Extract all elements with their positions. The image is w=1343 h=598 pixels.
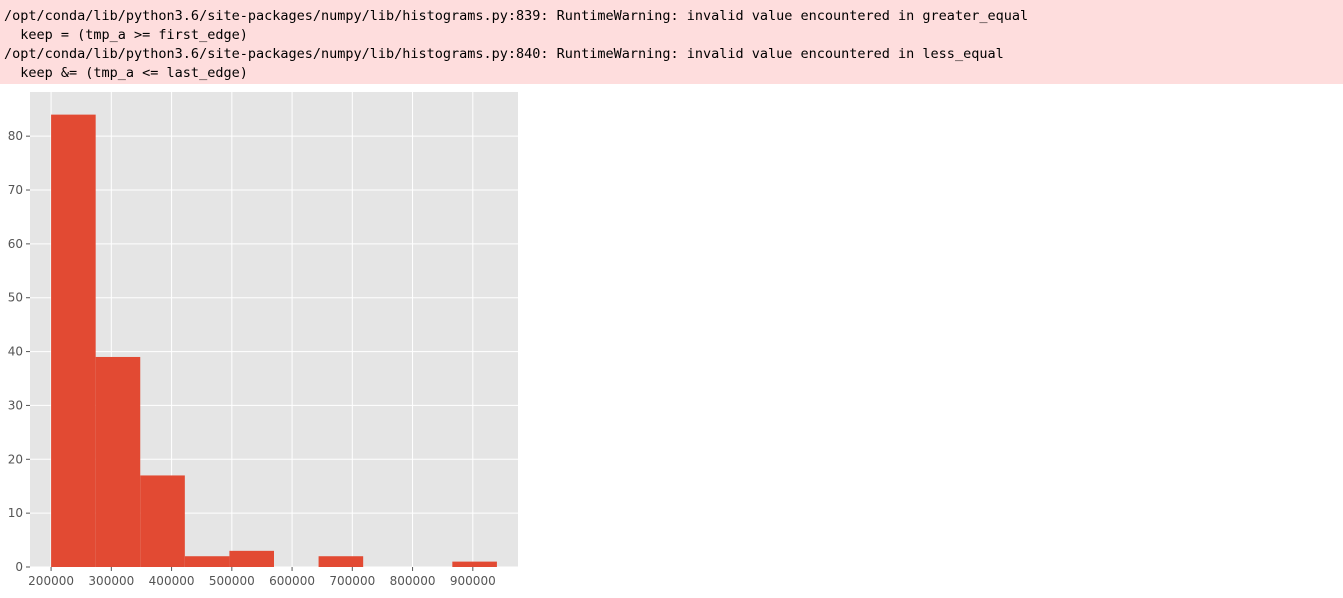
histogram-bar bbox=[452, 561, 497, 567]
x-tick-label: 900000 bbox=[450, 574, 496, 588]
stderr-line: keep = (tmp_a >= first_edge) bbox=[4, 27, 248, 43]
stderr-line: /opt/conda/lib/python3.6/site-packages/n… bbox=[4, 8, 1029, 24]
x-tick-label: 600000 bbox=[269, 574, 315, 588]
y-tick-label: 40 bbox=[8, 345, 23, 359]
y-tick-label: 80 bbox=[8, 129, 23, 143]
histogram-bar bbox=[184, 556, 230, 567]
histogram-bar bbox=[318, 556, 364, 567]
histogram-bar bbox=[95, 356, 141, 567]
x-tick-label: 800000 bbox=[390, 574, 436, 588]
histogram-bar bbox=[51, 114, 96, 567]
y-tick-label: 30 bbox=[8, 398, 23, 412]
y-tick-label: 60 bbox=[8, 237, 23, 251]
stderr-output: /opt/conda/lib/python3.6/site-packages/n… bbox=[0, 0, 1343, 84]
x-tick-label: 200000 bbox=[28, 574, 74, 588]
histogram-figure: 0 10 20 30 40 50 60 70 80 200000 300000 400000 50000… bbox=[0, 84, 540, 598]
y-tick-label: 10 bbox=[8, 506, 23, 520]
y-tick-label: 50 bbox=[8, 291, 23, 305]
y-tick-label: 20 bbox=[8, 452, 23, 466]
stderr-line: /opt/conda/lib/python3.6/site-packages/n… bbox=[4, 46, 1004, 62]
histogram-chart: 0 10 20 30 40 50 60 70 80 200000 300000 400000 50000… bbox=[8, 92, 518, 588]
histogram-bar bbox=[140, 475, 185, 567]
y-tick-label: 70 bbox=[8, 183, 23, 197]
histogram-bar bbox=[229, 550, 274, 567]
x-tick-label: 300000 bbox=[88, 574, 134, 588]
y-tick-label: 0 bbox=[15, 560, 23, 574]
x-tick-label: 500000 bbox=[209, 574, 255, 588]
x-tick-label: 700000 bbox=[329, 574, 375, 588]
stderr-line: keep &= (tmp_a <= last_edge) bbox=[4, 65, 248, 81]
x-tick-label: 400000 bbox=[149, 574, 195, 588]
